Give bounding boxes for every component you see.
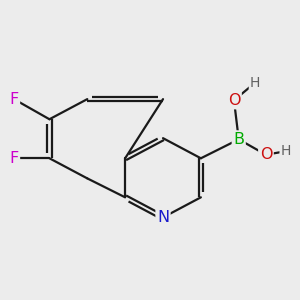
Text: O: O [260,147,272,162]
Text: H: H [281,144,291,158]
Text: B: B [233,132,244,147]
Text: F: F [9,151,19,166]
Text: F: F [9,92,19,106]
Text: O: O [228,93,240,108]
Text: H: H [250,76,260,90]
Text: N: N [157,210,169,225]
